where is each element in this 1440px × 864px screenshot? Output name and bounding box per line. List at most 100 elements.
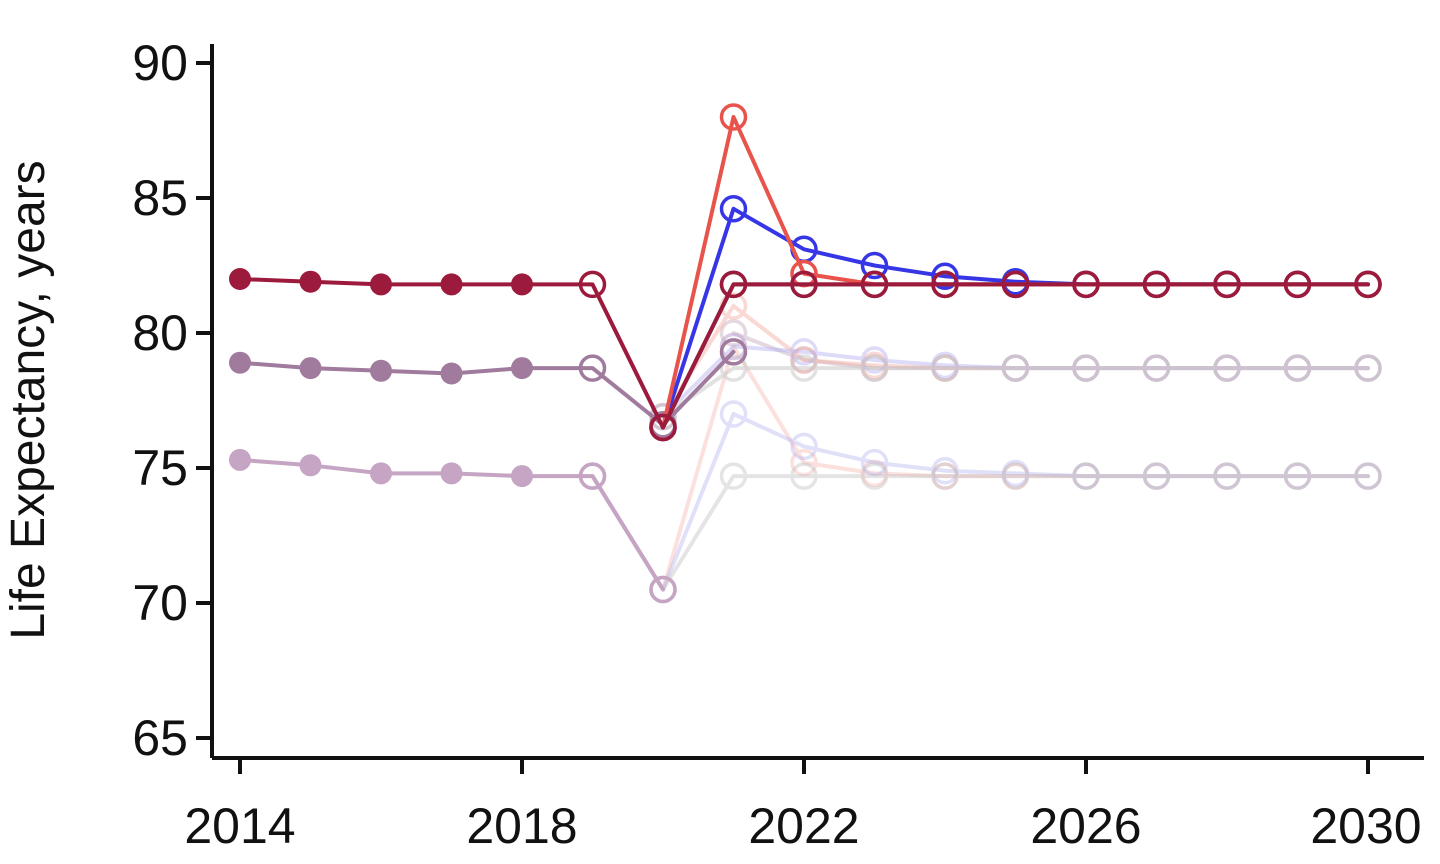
series-7-point [1072,354,1100,382]
axes-layer: 65 70 75 80 85 90 2014 2018 2022 2026 2030 [132,35,1424,854]
series-0-point [790,346,818,374]
series-10-point [931,262,959,291]
x-tick-label: 2030 [1310,798,1421,854]
series-7-point [719,354,748,382]
series-4-point [370,462,392,485]
series-2-point [1142,462,1171,490]
x-tick-label: 2014 [184,798,295,854]
series-1-point [1142,462,1171,490]
series-3-point [1142,462,1171,490]
series-8-point [229,351,251,374]
series-2-point [931,456,959,485]
series-12-point [649,413,677,442]
series-2 [578,400,1382,604]
series-12-point [1283,270,1312,299]
series-12-point [860,270,889,299]
series-8-point [719,338,748,366]
series-12-point [299,270,322,293]
series-1-point [790,448,818,477]
series-8-point [511,357,533,380]
series-7-point [1213,354,1241,382]
series-layer [229,103,1382,604]
series-12-point [1213,270,1241,299]
series-7-point [931,354,959,382]
y-tick-label: 80 [132,305,188,361]
series-7-point [1142,354,1171,382]
series-12-point [370,273,392,296]
series-12-point [1001,270,1030,299]
x-tick-label: 2022 [748,798,859,854]
series-2-point [790,432,818,461]
series-8-point [578,354,607,382]
series-2-point [719,400,748,428]
series-12-point [719,270,748,299]
series-1-point [1072,462,1100,490]
series-4-point [229,448,251,471]
series-12-point [1142,270,1171,299]
series-2-point [1283,462,1312,490]
series-1-point [1001,462,1030,490]
series-3-point [860,462,889,490]
series-1-point [931,462,959,490]
series-3-point [931,462,959,490]
series-7-point [1283,354,1312,382]
series-10-line [661,206,1370,430]
series-2-point [1354,462,1382,490]
series-7-point [790,354,818,382]
series-3-point [1283,462,1312,490]
series-1 [578,332,1382,604]
series-7-point [1001,354,1030,382]
series-2-line [590,412,1370,592]
series-12-point [790,270,818,299]
series-12-point [229,268,251,290]
y-tick-label: 65 [132,710,188,766]
series-4-point [578,462,607,490]
series-10 [649,195,1382,442]
series-10-point [719,195,748,223]
series-7-point [860,354,889,382]
series-0 [719,319,1382,382]
series-3-point [1354,462,1382,490]
series-1-point [1354,462,1382,490]
series-5-point [790,346,818,374]
series-8-point [299,357,322,380]
series-4-point [440,462,463,485]
series-7-line [661,366,1370,419]
series-8 [229,338,748,439]
series-6-point [860,346,889,374]
series-1-point [1213,462,1241,490]
y-tick-label: 90 [132,35,188,91]
x-tick-label: 2018 [466,798,577,854]
series-11-point [719,103,748,131]
series-12 [229,268,1382,442]
series-8-point [440,362,463,385]
series-12-line [238,277,1370,430]
series-4-point [511,465,533,488]
series-4 [229,448,677,604]
series-3-point [1001,462,1030,490]
series-12-point [1354,270,1382,299]
series-12-point [578,270,607,299]
series-3-point [1213,462,1241,490]
series-12-point [931,270,959,299]
series-1-point [1283,462,1312,490]
series-0-point [719,319,748,347]
series-4-point [299,454,322,477]
series-8-line [238,349,736,427]
y-tick-label: 85 [132,170,188,226]
x-tick-label: 2026 [1030,798,1141,854]
y-axis-title: Life Expectancy, years [2,160,55,639]
series-7 [649,354,1382,431]
series-12-point [511,273,533,296]
series-3-point [719,462,748,490]
series-3-point [790,462,818,490]
y-tick-label: 75 [132,440,188,496]
series-10-point [860,251,889,280]
series-6-point [790,338,818,366]
series-2-point [860,448,889,477]
series-3-line [590,474,1370,592]
series-12-point [1072,270,1100,299]
series-7-point [1354,354,1382,382]
series-3-point [1072,462,1100,490]
